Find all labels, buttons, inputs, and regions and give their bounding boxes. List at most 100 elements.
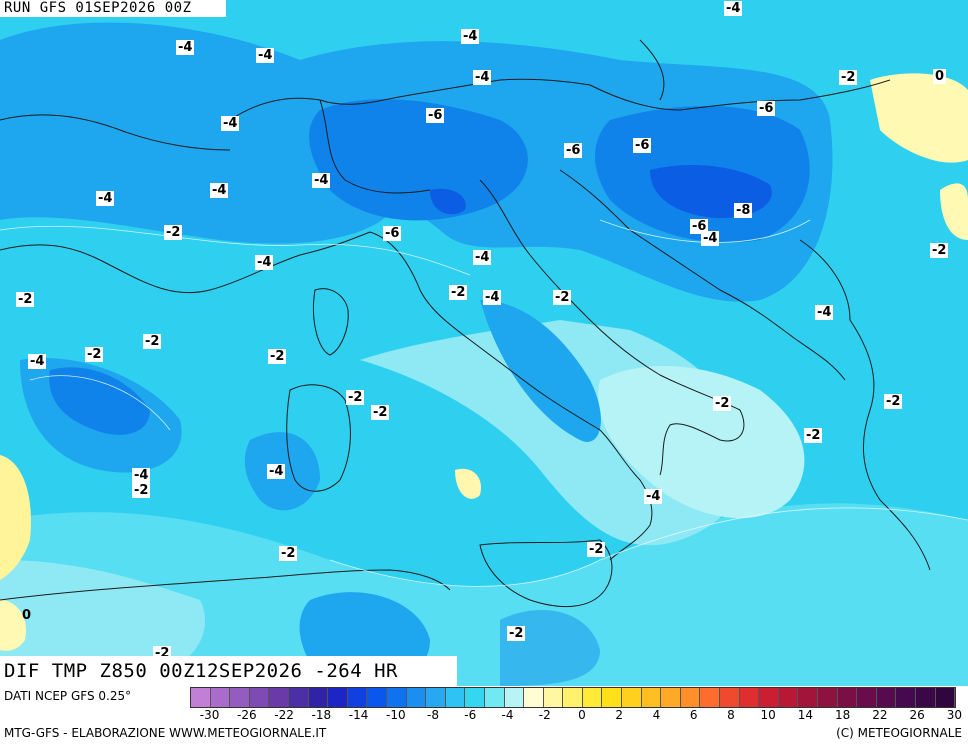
legend-tick-label: -2: [538, 708, 551, 722]
contour-label: -4: [267, 464, 286, 479]
contour-label: 0: [933, 69, 947, 84]
legend-swatch: [347, 688, 368, 707]
contour-label: -4: [96, 191, 115, 206]
contour-label: -2: [346, 390, 365, 405]
contour-label: -2: [449, 285, 468, 300]
contour-label: -4: [132, 468, 151, 483]
contour-label: -8: [734, 203, 753, 218]
legend-swatch: [935, 688, 956, 707]
legend-swatch: [426, 688, 446, 707]
contour-label: -2: [804, 428, 823, 443]
legend-swatch: [739, 688, 760, 707]
contour-label: -2: [930, 243, 949, 258]
legend-tick-label: -10: [385, 708, 406, 722]
contour-label: -4: [176, 40, 195, 55]
legend-swatch: [484, 688, 505, 707]
legend-swatch: [288, 688, 309, 707]
run-header: RUN GFS 01SEP2026 00Z: [0, 0, 226, 17]
credit-right: (C) METEOGIORNALE: [836, 726, 962, 740]
contour-label: -4: [28, 354, 47, 369]
data-source: DATI NCEP GFS 0.25°: [4, 689, 132, 703]
contour-label: -2: [143, 334, 162, 349]
legend-swatch: [406, 688, 427, 707]
contour-label: -4: [473, 70, 492, 85]
legend-swatch: [543, 688, 564, 707]
legend-tick-label: -18: [311, 708, 332, 722]
legend-swatch: [367, 688, 387, 707]
legend-swatch: [641, 688, 662, 707]
contour-label: -6: [633, 138, 652, 153]
legend-swatch: [445, 688, 466, 707]
legend-tick-label: -30: [199, 708, 220, 722]
contour-label: -2: [85, 347, 104, 362]
legend-swatch: [191, 688, 211, 707]
legend-tick-label: -14: [348, 708, 369, 722]
legend-tick-labels: -30 -26 -22 -18 -14 -10 -8 -6 -4 -2 0 2 4 6 8 10 14 18 22 2…: [190, 708, 968, 724]
legend-swatch: [720, 688, 740, 707]
contour-label: -4: [644, 489, 663, 504]
legend-tick-label: -6: [464, 708, 477, 722]
contour-label: -6: [564, 143, 583, 158]
credit-left: MTG-GFS - ELABORAZIONE WWW.METEOGIORNALE…: [4, 726, 327, 740]
legend-tick-label: -8: [427, 708, 440, 722]
contour-label: -6: [383, 226, 402, 241]
legend-swatch: [582, 688, 603, 707]
legend-swatch: [622, 688, 642, 707]
contour-label: -2: [713, 396, 732, 411]
legend-tick-label: 14: [797, 708, 814, 722]
contour-label: -2: [268, 349, 287, 364]
contour-label: -2: [164, 225, 183, 240]
contour-label: -4: [256, 48, 275, 63]
map-graphics: [0, 0, 968, 686]
legend-swatch: [563, 688, 583, 707]
contour-label: -2: [587, 542, 606, 557]
legend-tick-label: 6: [689, 708, 698, 722]
legend-swatch: [504, 688, 525, 707]
contour-label: -4: [724, 1, 743, 16]
legend-swatch: [386, 688, 407, 707]
legend-swatch: [230, 688, 250, 707]
contour-label: -6: [757, 101, 776, 116]
legend-tick-label: 10: [760, 708, 776, 722]
temperature-difference-map: RUN GFS 01SEP2026 00Z -4 -4 -4 -4 -4 -2 …: [0, 0, 968, 686]
contour-label: -2: [507, 626, 526, 641]
legend-swatch: [857, 688, 877, 707]
legend-swatch: [759, 688, 779, 707]
contour-label: -4: [210, 183, 229, 198]
contour-label: -2: [553, 290, 572, 305]
contour-label: -4: [255, 255, 274, 270]
legend-tick-label: 30: [946, 708, 963, 722]
legend-tick-label: 2: [615, 708, 624, 722]
contour-label: -4: [461, 29, 480, 44]
legend-swatch: [328, 688, 348, 707]
legend-swatch: [680, 688, 701, 707]
legend-tick-label: 8: [727, 708, 735, 722]
contour-label: -2: [371, 405, 390, 420]
map-title: DIF TMP Z850 00Z12SEP2026 -264 HR: [0, 656, 457, 686]
legend-swatch: [210, 688, 231, 707]
color-scale-legend: [190, 687, 957, 708]
contour-label: -4: [483, 290, 502, 305]
legend-swatch: [896, 688, 916, 707]
legend-swatch: [308, 688, 329, 707]
legend-swatch: [661, 688, 681, 707]
contour-label: -2: [884, 394, 903, 409]
legend-swatch: [837, 688, 858, 707]
contour-label: -4: [221, 116, 240, 131]
legend-tick-label: 26: [909, 708, 925, 722]
legend-swatch: [778, 688, 799, 707]
contour-label: -2: [132, 483, 151, 498]
contour-label: -4: [473, 250, 492, 265]
legend-tick-label: -26: [237, 708, 257, 722]
legend-swatch: [524, 688, 544, 707]
contour-label: -4: [312, 173, 331, 188]
legend-swatch: [798, 688, 818, 707]
contour-label: -4: [701, 231, 720, 246]
legend-tick-label: -22: [274, 708, 294, 722]
legend-swatch: [700, 688, 721, 707]
legend-swatch: [249, 688, 270, 707]
legend-swatch: [818, 688, 838, 707]
contour-label: -4: [815, 305, 834, 320]
legend-tick-label: 22: [872, 708, 888, 722]
